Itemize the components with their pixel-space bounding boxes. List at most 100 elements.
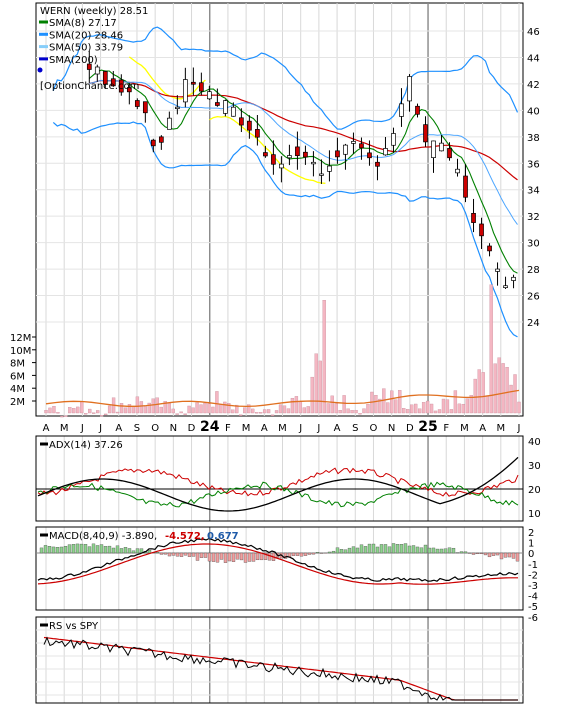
macd-histogram-bar <box>163 552 168 555</box>
macd-histogram-bar <box>131 550 136 554</box>
volume-bar <box>119 403 124 414</box>
volume-bar <box>183 413 187 415</box>
macd-histogram-bar <box>215 552 220 563</box>
macd-histogram-bar <box>511 552 516 559</box>
volume-bar <box>278 404 283 414</box>
volume-bar <box>398 390 402 414</box>
candle-body <box>423 124 428 143</box>
volume-bar <box>52 406 56 414</box>
macd-histogram-bar <box>383 544 388 554</box>
x-tick-label: N <box>388 423 395 434</box>
x-tick-label: D <box>406 423 414 434</box>
macd-histogram-bar <box>179 552 184 557</box>
candle-body <box>311 161 316 165</box>
candle-body <box>86 63 92 70</box>
volume-bar <box>88 408 92 414</box>
macd-histogram-bar <box>171 552 176 556</box>
macd-histogram-bar <box>367 543 372 554</box>
candle-body <box>343 144 348 155</box>
volume-bar <box>342 395 346 414</box>
volume-bar <box>497 357 501 414</box>
macd-tick-label: 0 <box>528 549 534 560</box>
macd-histogram-bar <box>183 552 188 556</box>
volume-bar <box>247 404 251 414</box>
macd-title: MACD(8,40,9) -3.890, <box>49 531 157 542</box>
macd-histogram-bar <box>219 552 224 560</box>
adx-di-plus <box>37 481 519 508</box>
volume-bar <box>406 409 410 414</box>
macd-histogram-value: 0.677 <box>207 531 239 542</box>
macd-histogram-bar <box>167 552 172 557</box>
x-tick-label: 25 <box>418 419 437 435</box>
macd-tick-label: -4 <box>528 592 538 603</box>
volume-bar <box>429 403 434 414</box>
volume-bar <box>163 401 167 414</box>
adx-title: ADX(14) 37.26 <box>49 440 123 451</box>
volume-tick-label: 10M <box>10 346 31 357</box>
macd-histogram-bar <box>315 552 320 554</box>
volume-bar <box>64 415 68 417</box>
volume-bar <box>322 300 326 414</box>
volume-bar <box>505 367 509 414</box>
volume-bar <box>44 410 48 414</box>
macd-histogram-bar <box>199 552 204 558</box>
x-tick-label: S <box>134 423 140 434</box>
volume-bar <box>92 412 96 414</box>
candle-body <box>215 102 220 106</box>
macd-histogram-bar <box>435 548 440 554</box>
volume-bar <box>493 363 497 414</box>
volume-bar <box>318 360 322 414</box>
candle-body <box>375 161 380 167</box>
volume-bar <box>473 378 477 414</box>
rs-panel <box>35 616 524 704</box>
volume-bar <box>131 406 136 414</box>
candle-body <box>223 100 228 114</box>
sma8-line <box>88 69 518 274</box>
x-tick-label: F <box>225 423 231 434</box>
legend-entry: SMA(200) <box>49 55 98 66</box>
volume-bar <box>167 403 171 414</box>
macd-histogram-bar <box>235 552 240 560</box>
macd-histogram-bar <box>239 552 244 561</box>
volume-bar <box>457 403 462 414</box>
macd-histogram-bar <box>95 545 100 554</box>
volume-bar <box>251 408 255 414</box>
volume-bar <box>187 405 191 414</box>
volume-bar <box>334 403 338 414</box>
macd-histogram-bar <box>411 545 416 554</box>
macd-histogram-bar <box>83 544 88 554</box>
volume-bar <box>414 403 418 414</box>
macd-histogram-bar <box>443 548 448 554</box>
macd-histogram-bar <box>287 552 292 557</box>
x-tick-label: A <box>479 423 486 434</box>
price-tick-label: 34 <box>527 186 540 197</box>
macd-histogram-bar <box>283 552 288 559</box>
candle-body <box>142 101 148 114</box>
volume-bar <box>338 410 342 414</box>
macd-histogram-bar <box>459 551 464 554</box>
x-tick-label: 24 <box>200 419 220 435</box>
macd-tick-label: -5 <box>528 602 538 613</box>
macd-histogram-bar <box>47 546 52 554</box>
macd-histogram-bar <box>39 547 44 554</box>
macd-histogram-bar <box>295 552 300 556</box>
volume-bar <box>425 400 430 414</box>
macd-histogram-bar <box>507 552 512 558</box>
volume-bar <box>378 398 382 414</box>
macd-histogram-bar <box>375 546 380 554</box>
candle-body <box>511 276 516 281</box>
volume-bar <box>513 374 517 414</box>
volume-bar <box>402 408 406 414</box>
macd-histogram-bar <box>427 547 432 554</box>
x-tick-label: N <box>170 423 177 434</box>
candle-body <box>247 120 252 131</box>
macd-histogram-bar <box>67 544 72 554</box>
volume-bar <box>60 415 64 418</box>
volume-bar <box>481 372 485 414</box>
volume-tick-label: 8M <box>10 359 25 370</box>
volume-bar <box>84 413 88 415</box>
macd-tick-label: -3 <box>528 581 538 592</box>
adx-di-minus <box>37 467 519 497</box>
adx-tick-label: 40 <box>528 437 541 448</box>
macd-histogram-bar <box>363 546 368 554</box>
